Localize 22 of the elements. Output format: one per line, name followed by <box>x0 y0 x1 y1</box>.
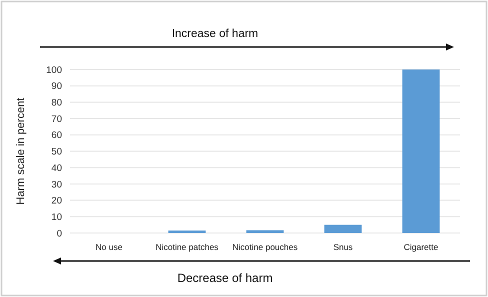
y-tick-label: 10 <box>51 212 62 223</box>
text: Increase of harm <box>172 28 258 40</box>
y-tick-label: 50 <box>51 146 62 158</box>
bar <box>324 224 362 233</box>
x-tick-label: Nicotine patches <box>156 242 218 252</box>
y-tick-label: 90 <box>51 81 62 92</box>
text: Decrease of harm <box>177 271 273 285</box>
y-tick-label: 80 <box>51 98 62 109</box>
y-tick-label: 100 <box>46 64 62 76</box>
y-tick-label: 60 <box>51 130 62 142</box>
y-axis-title: Harm scale in percent <box>15 98 27 205</box>
x-tick-label: No use <box>96 242 123 252</box>
x-tick-label: Nicotine pouches <box>232 242 298 252</box>
y-tick-label: 0 <box>56 228 62 240</box>
y-tick-label: 70 <box>51 114 62 125</box>
x-tick-label: Snus <box>333 242 353 252</box>
bar <box>402 70 440 233</box>
y-tick-label: 40 <box>51 162 62 174</box>
y-tick-label: 20 <box>51 196 62 207</box>
y-tick-label: 30 <box>51 179 62 190</box>
bar <box>246 230 284 233</box>
x-tick-label: Cigarette <box>404 242 439 252</box>
